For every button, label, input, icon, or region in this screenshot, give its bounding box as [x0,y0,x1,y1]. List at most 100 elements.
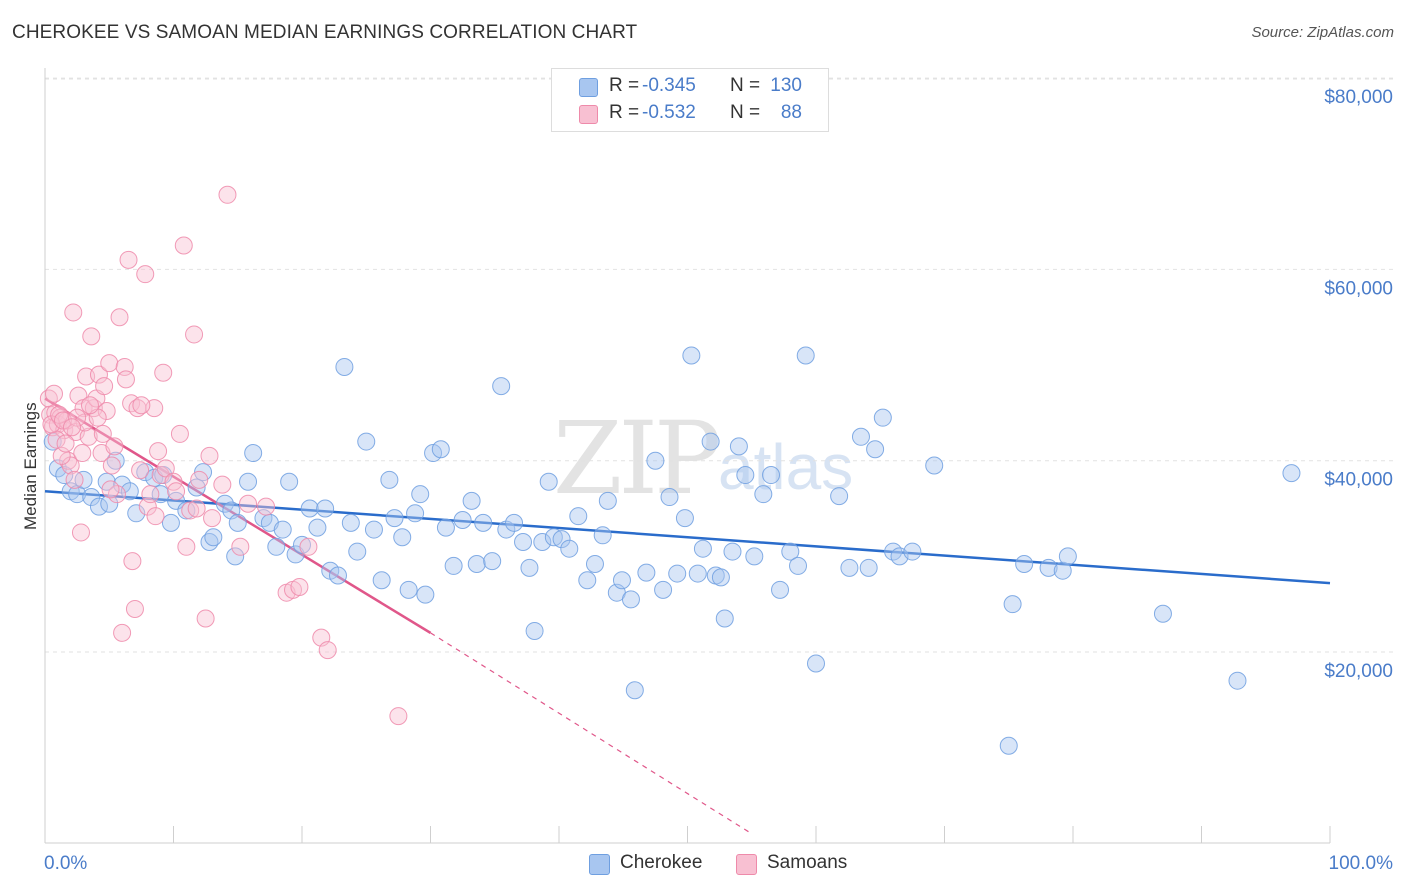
data-point [625,681,644,700]
data-point [318,641,337,660]
data-point [578,571,597,590]
data-point [62,418,81,437]
data-point [389,707,408,726]
data-point [431,440,450,459]
data-point [416,585,435,604]
data-point [762,466,781,485]
data-point [399,580,418,599]
data-point [53,411,72,430]
data-point [308,518,327,537]
data-point [82,327,101,346]
data-point [1228,671,1247,690]
data-point [598,491,617,510]
data-point [73,444,92,463]
data-point [357,432,376,451]
data-point [204,528,223,547]
data-point [105,437,124,456]
data-point [467,555,486,574]
data-point [80,396,99,415]
bottom-legend-swatch-samoans [736,854,757,875]
data-point [316,499,335,518]
data-point [273,520,292,539]
data-point [729,437,748,456]
legend-row-samoans: R = -0.532 N = 88 [552,102,802,126]
data-point [453,511,472,530]
data-point [131,461,150,480]
trend-line-extension-samoans [430,632,753,835]
data-point [533,533,552,552]
data-point [125,599,144,618]
data-point [525,621,544,640]
legend-row-cherokee: R = -0.345 N = 130 [552,75,802,99]
data-point [830,487,849,506]
legend-n-value: 88 [780,102,802,123]
data-point [141,485,160,504]
data-point [187,499,206,518]
legend-r-value: -0.345 [642,75,696,96]
data-point [754,485,773,504]
data-point [462,491,481,510]
data-point [1015,555,1034,574]
data-point [226,547,245,566]
data-point [1053,561,1072,580]
data-point [348,542,367,561]
data-point [44,384,63,403]
data-point [61,456,80,475]
data-point [185,325,204,344]
data-point [796,346,815,365]
bottom-legend-swatch-cherokee [589,854,610,875]
data-point [385,509,404,528]
bottom-legend-label: Cherokee [620,852,703,873]
data-point [196,609,215,628]
data-point [65,470,84,489]
x-tick-label: 0.0% [44,853,87,874]
data-point [203,509,222,528]
data-point [372,571,391,590]
data-point [149,442,168,461]
x-tick-label: 100.0% [1329,853,1394,874]
legend-r-label: R = [609,102,640,123]
data-point [380,470,399,489]
data-point [89,365,108,384]
data-point [1058,547,1077,566]
data-point [682,346,701,365]
data-point [71,523,90,542]
legend-r-value: -0.532 [642,102,696,123]
data-point [119,250,138,269]
data-point [621,590,640,609]
data-point [299,537,318,556]
data-point [151,485,170,504]
data-point [132,396,151,415]
data-point [411,485,430,504]
data-point [127,504,146,523]
data-point [436,518,455,537]
data-point [100,494,119,513]
data-point [267,537,286,556]
data-point [95,377,114,396]
data-point [781,542,800,561]
data-point [218,185,237,204]
data-point [745,547,764,566]
data-point [675,509,694,528]
watermark-zip: ZIP [553,400,721,517]
data-point [474,513,493,532]
data-point [364,520,383,539]
data-point [177,537,196,556]
data-point [167,482,186,501]
data-point [789,556,808,575]
data-point [239,494,258,513]
data-point [123,552,142,571]
data-point [161,513,180,532]
y-tick-label: $20,000 [1324,661,1393,682]
data-point [393,528,412,547]
data-point [660,488,679,507]
data-point [116,370,135,389]
data-point [866,440,885,459]
data-point [840,558,859,577]
legend-n-value: 130 [770,75,802,96]
correlation-legend: R = -0.345 N = 130 R = -0.532 N = 88 [551,68,829,132]
data-point [300,499,319,518]
data-point [228,513,247,532]
data-point [231,537,250,556]
